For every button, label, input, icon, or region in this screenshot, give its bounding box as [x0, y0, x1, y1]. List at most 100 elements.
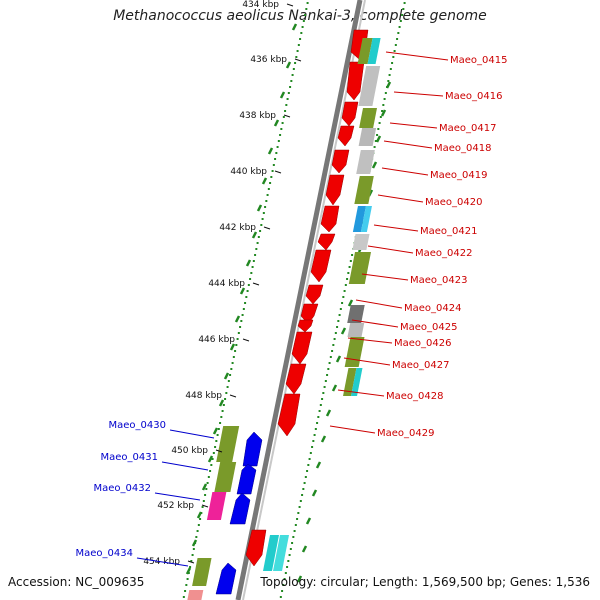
outer-track-dash: [335, 355, 342, 363]
inner-track-dash: [291, 23, 298, 31]
inner-track-dot: [215, 440, 218, 442]
inner-track-dot: [255, 248, 258, 250]
feature-olive-0427[interactable]: [343, 368, 357, 396]
inner-track-dot: [270, 176, 273, 178]
gene-label-maeo_0417[interactable]: Maeo_0417: [439, 123, 496, 134]
gene-arrow-0420[interactable]: [325, 174, 345, 206]
feature-cyan-0441[interactable]: [263, 535, 280, 571]
gene-label-maeo_0423[interactable]: Maeo_0423: [410, 275, 467, 286]
inner-track-dot: [209, 470, 212, 472]
feature-olive-0420[interactable]: [354, 176, 374, 204]
gene-label-maeo_0416[interactable]: Maeo_0416: [445, 91, 502, 102]
outer-track-dot: [344, 284, 347, 286]
feature-gray-0418[interactable]: [358, 128, 377, 146]
gene-leader-line: [136, 557, 189, 567]
gene-label-maeo_0434[interactable]: Maeo_0434: [76, 548, 133, 559]
feature-blue-0421[interactable]: [352, 206, 366, 232]
outer-track-dot: [314, 428, 317, 430]
scale-tick-mark: [252, 282, 260, 286]
genome-backbone: [235, 0, 366, 600]
feature-gray-0422[interactable]: [352, 234, 370, 250]
gene-arrow-0427[interactable]: [291, 331, 313, 365]
inner-track-dot: [252, 260, 255, 262]
gene-label-maeo_0422[interactable]: Maeo_0422: [415, 248, 472, 259]
outer-track-dash: [320, 435, 327, 443]
inner-track-dot: [226, 386, 229, 388]
outer-track-dot: [318, 410, 321, 412]
feature-magenta-0432[interactable]: [206, 492, 227, 520]
inner-track-dot: [280, 128, 283, 130]
gene-label-maeo_0432[interactable]: Maeo_0432: [94, 483, 151, 494]
feature-cyan-0442[interactable]: [273, 535, 290, 571]
gene-arrow-0422[interactable]: [317, 233, 336, 251]
gene-arrow-0432[interactable]: [229, 492, 251, 525]
gene-arrow-0418[interactable]: [337, 125, 355, 147]
feature-olive-0415[interactable]: [357, 38, 373, 64]
gene-label-maeo_0419[interactable]: Maeo_0419: [430, 170, 487, 181]
backbone-line-dark: [235, 0, 363, 600]
gene-arrow-0421[interactable]: [320, 205, 340, 233]
gene-arrow-0428[interactable]: [285, 363, 307, 395]
gene-arrow-0417[interactable]: [341, 101, 359, 127]
outer-track-dash: [371, 161, 378, 169]
gene-leader-line: [169, 429, 215, 439]
gene-arrow-0426[interactable]: [297, 319, 314, 333]
gene-label-maeo_0425[interactable]: Maeo_0425: [400, 322, 457, 333]
gene-arrow-0429[interactable]: [277, 393, 301, 437]
gene-label-maeo_0418[interactable]: Maeo_0418: [434, 143, 491, 154]
feature-olive-0430[interactable]: [216, 426, 240, 462]
feature-olive-0426[interactable]: [344, 337, 365, 367]
gene-label-maeo_0424[interactable]: Maeo_0424: [404, 303, 461, 314]
feature-olive-0431[interactable]: [214, 462, 237, 492]
feature-darkgray-0424[interactable]: [347, 305, 365, 323]
gene-label-maeo_0420[interactable]: Maeo_0420: [425, 197, 482, 208]
inner-track-dot: [197, 524, 200, 526]
inner-track-dot: [219, 422, 222, 424]
scale-tick-mark: [274, 170, 282, 174]
feature-cyan-0428[interactable]: [351, 368, 363, 396]
gene-arrow-0440[interactable]: [245, 529, 267, 567]
inner-track-dot: [295, 56, 298, 58]
outer-track-dot: [373, 146, 376, 148]
gene-arrow-0424[interactable]: [305, 284, 324, 305]
outer-track-dot: [327, 368, 330, 370]
inner-track-dot: [210, 464, 213, 466]
outer-track-dot: [298, 506, 301, 508]
gene-label-maeo_0426[interactable]: Maeo_0426: [394, 338, 451, 349]
inner-track-dot: [227, 380, 230, 382]
feature-gray-0425[interactable]: [347, 323, 365, 337]
scale-tick-mark: [294, 58, 302, 62]
inner-track-dot: [185, 584, 188, 586]
gene-arrow-0431[interactable]: [236, 463, 257, 495]
gene-label-maeo_0430[interactable]: Maeo_0430: [109, 420, 166, 431]
feature-gray-0416[interactable]: [358, 66, 381, 106]
gene-label-maeo_0421[interactable]: Maeo_0421: [420, 226, 477, 237]
gene-label-maeo_0427[interactable]: Maeo_0427: [392, 360, 449, 371]
outer-track-dot: [349, 260, 352, 262]
gene-label-maeo_0428[interactable]: Maeo_0428: [386, 391, 443, 402]
gene-label-maeo_0431[interactable]: Maeo_0431: [101, 452, 158, 463]
gene-arrow-0430[interactable]: [242, 431, 263, 467]
outer-track-dot: [348, 266, 351, 268]
inner-track-dot: [256, 242, 259, 244]
feature-cyan-0421[interactable]: [360, 206, 372, 232]
feature-olive-0434[interactable]: [192, 558, 212, 586]
feature-gray-0419[interactable]: [356, 150, 375, 174]
feature-pink-0435[interactable]: [186, 590, 204, 600]
gene-arrow-0419[interactable]: [331, 149, 350, 174]
outer-track-dot: [399, 20, 402, 22]
feature-olive-0423[interactable]: [348, 252, 372, 284]
feature-olive-0417[interactable]: [359, 108, 378, 128]
inner-track-dot: [212, 452, 215, 454]
outer-track-dot: [388, 74, 391, 76]
gene-arrow-0423[interactable]: [310, 249, 332, 283]
gene-arrow-0434[interactable]: [215, 562, 237, 595]
outer-track-dot: [397, 32, 400, 34]
gene-label-maeo_0415[interactable]: Maeo_0415: [450, 55, 507, 66]
inner-track-dash: [196, 511, 203, 519]
feature-cyan-0415[interactable]: [367, 38, 381, 64]
gene-label-maeo_0429[interactable]: Maeo_0429: [377, 428, 434, 439]
inner-track-dot: [214, 446, 217, 448]
inner-track-dot: [301, 26, 304, 28]
